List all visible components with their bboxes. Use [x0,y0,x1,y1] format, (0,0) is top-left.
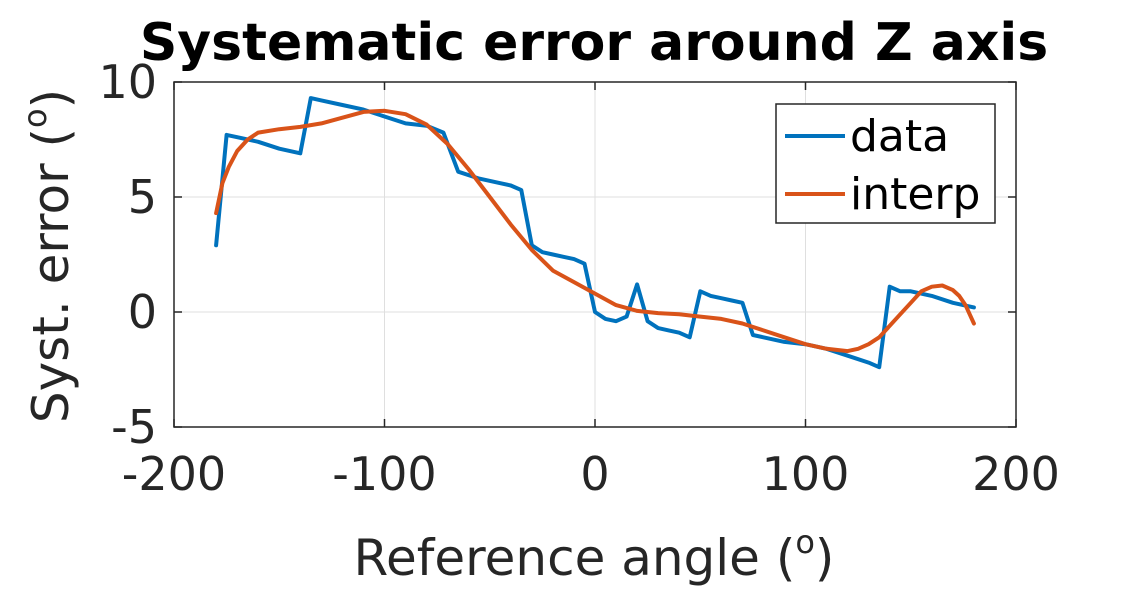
y-axis-label: Syst. error (o) [16,89,80,423]
legend-label-interp: interp [850,169,980,220]
legend: data interp [775,103,996,224]
y-tick-label: 5 [128,170,157,224]
legend-label-data: data [850,111,949,162]
axis-ticks [173,81,1017,428]
x-tick-label: -100 [332,447,436,501]
series-lines [214,96,976,370]
x-tick-label: 200 [972,447,1060,501]
legend-box [775,103,996,224]
y-tick-label: 0 [128,285,157,339]
y-tick-labels: -5 0 5 10 [98,55,157,454]
x-tick-label: -200 [122,447,226,501]
chart-title: Systematic error around Z axis [140,13,1048,73]
x-axis-label: Reference angle (o) [354,523,835,587]
y-tick-label: 10 [98,55,157,109]
y-tick-label: -5 [111,400,157,454]
x-tick-label: 0 [580,447,609,501]
x-tick-labels: -200 -100 0 100 200 [122,447,1060,501]
x-tick-label: 100 [762,447,850,501]
series-line-interp [214,108,976,354]
